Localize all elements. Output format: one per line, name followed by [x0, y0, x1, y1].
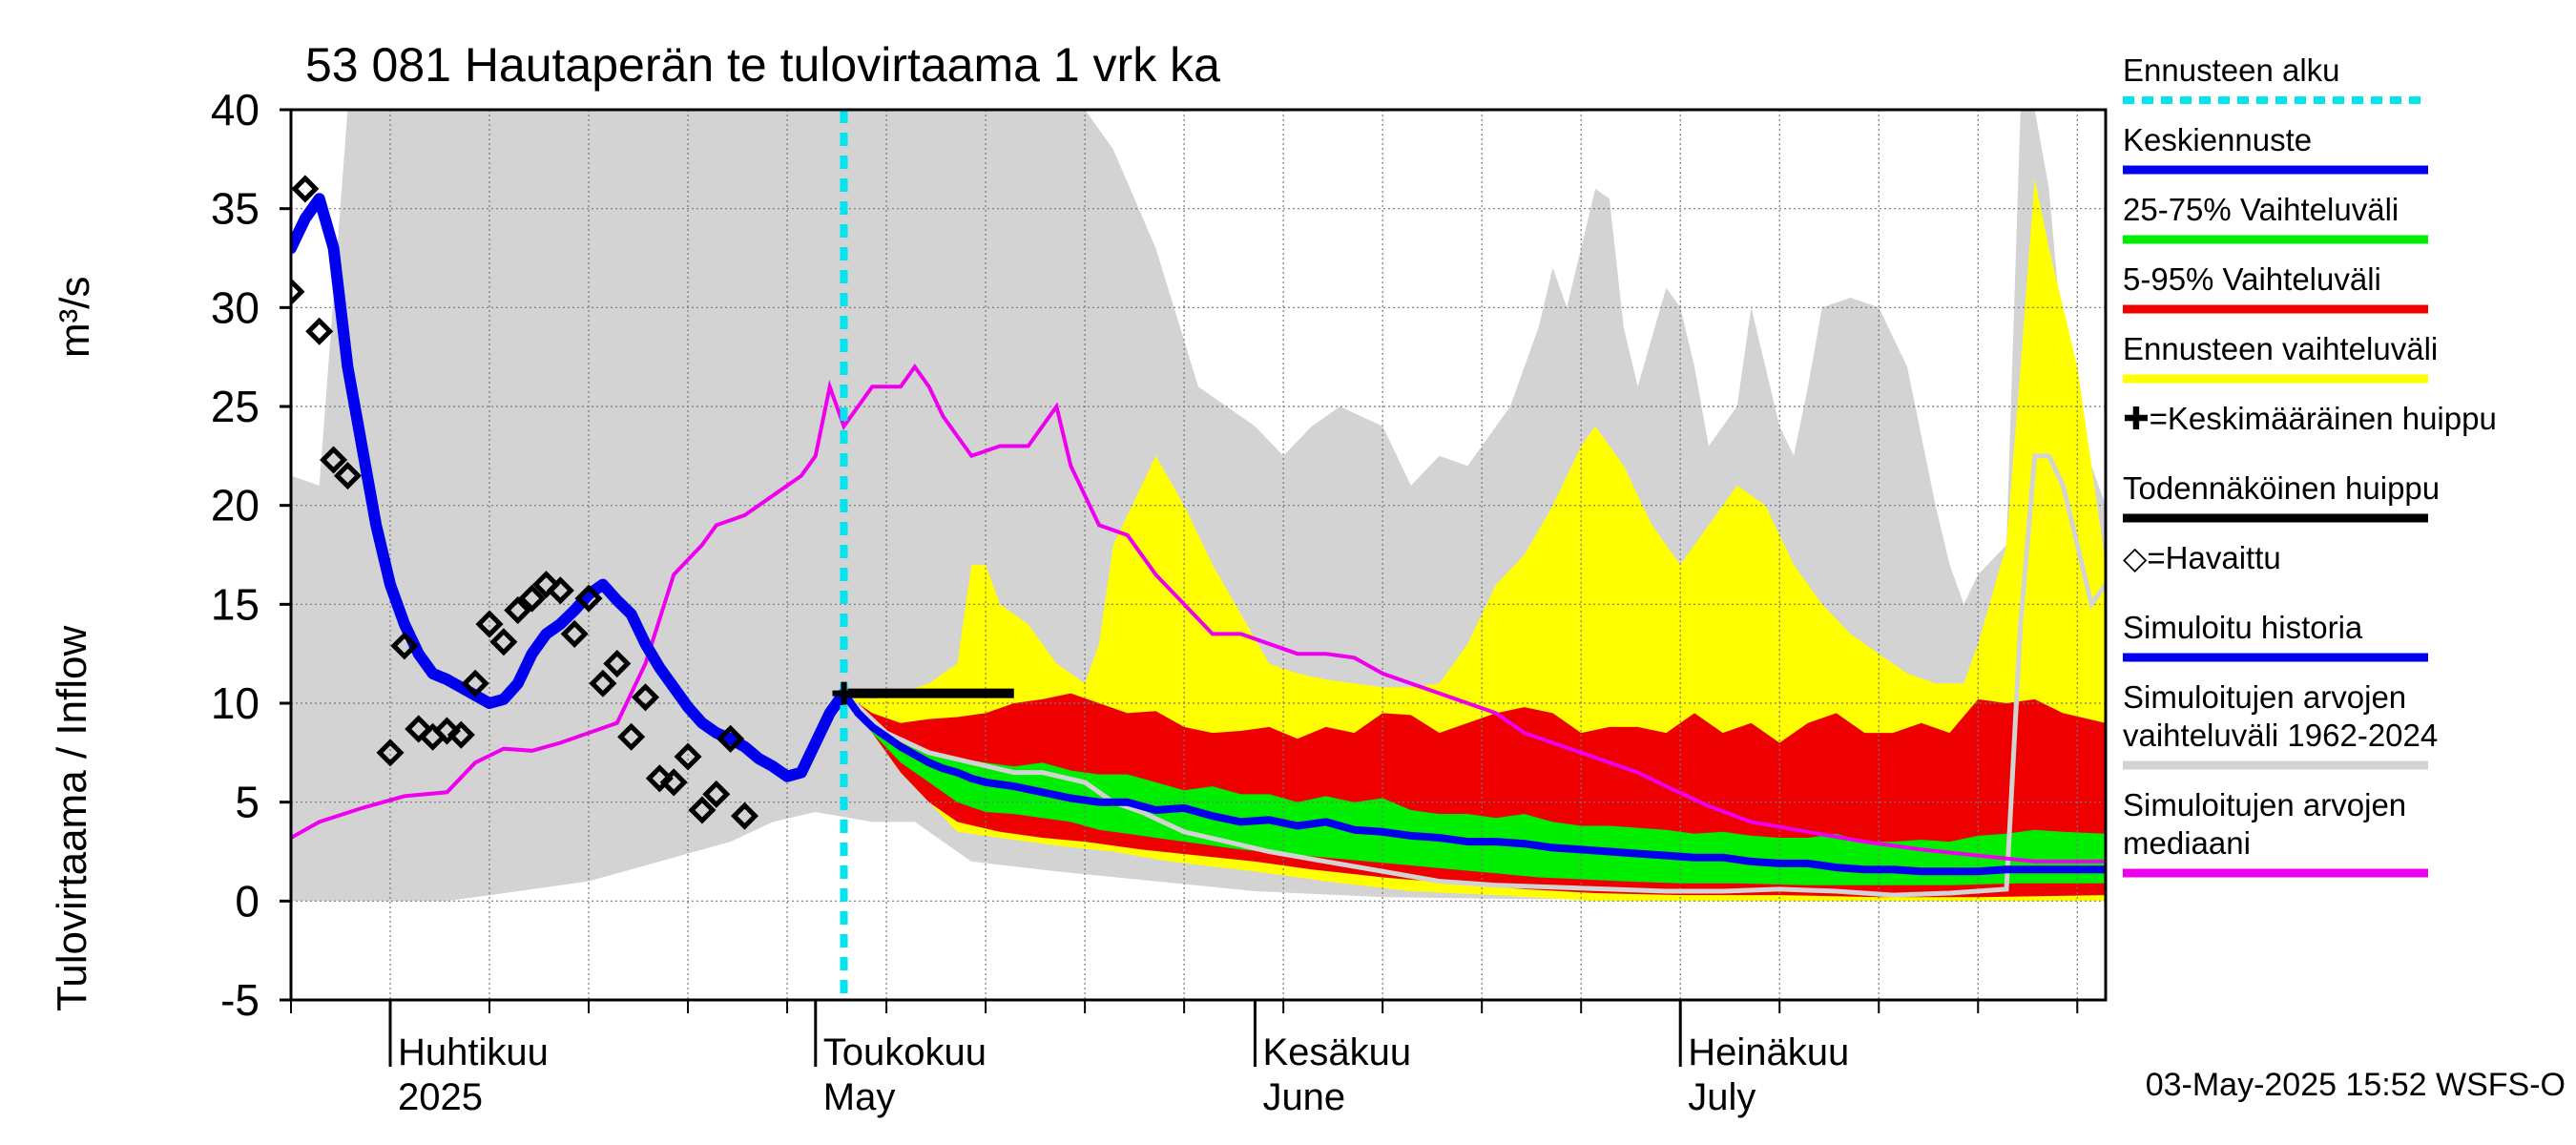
plot-frame: [289, 108, 2108, 1002]
observed-point: [603, 649, 632, 678]
observed-point: [320, 446, 348, 474]
y-tick-label: -5: [220, 975, 260, 1025]
y-tick-label: 25: [211, 382, 260, 431]
plot-series-group: [291, 110, 2106, 1000]
x-month-label-en: May: [823, 1076, 896, 1118]
legend-item-label: Simuloitu historia: [2123, 610, 2363, 645]
mean-forecast-line: [841, 691, 2106, 876]
y-axis-label: Tulovirtaama / Inflow: [49, 625, 95, 1011]
x-month-label-fi: Huhtikuu: [398, 1031, 549, 1073]
observed-point: [461, 669, 489, 697]
chart-title: 53 081 Hautaperän te tulovirtaama 1 vrk …: [305, 38, 1220, 92]
observed-point: [518, 584, 547, 613]
observed-point: [489, 628, 518, 656]
x-month-label-fi: Kesäkuu: [1262, 1031, 1411, 1073]
observed-point: [574, 584, 603, 613]
observed-point: [447, 720, 475, 749]
legend-item-label: ✚=Keskimääräinen huippu: [2123, 401, 2497, 436]
y-tick-label: 40: [211, 85, 260, 135]
observed-point: [546, 576, 574, 605]
legend-item-label: vaihteluväli 1962-2024: [2123, 718, 2438, 753]
y-tick-label: 0: [235, 876, 260, 926]
history-low-line: [841, 453, 2106, 898]
y-tick-label: 10: [211, 678, 260, 728]
observed-point: [589, 669, 617, 697]
observed-point: [504, 596, 532, 625]
x-month-label-fi: Heinäkuu: [1688, 1031, 1849, 1073]
y-tick-label: 5: [235, 778, 260, 827]
p25-75-band: [843, 693, 2106, 885]
legend: Ennusteen alku Keskiennuste 25-75% Vaihtel…: [2123, 52, 2497, 878]
legend-item-label: Todennäköinen huippu: [2123, 470, 2440, 506]
observed-point: [405, 715, 433, 743]
legend-item-label: 25-75% Vaihteluväli: [2123, 192, 2399, 227]
observed-point: [376, 739, 405, 767]
observed-point: [631, 683, 660, 712]
y-axis-unit: m³/s: [52, 276, 98, 358]
observed-point: [688, 796, 717, 824]
x-month-label-fi: Toukokuu: [823, 1031, 987, 1073]
observed-point: [617, 722, 646, 751]
y-tick-label: 30: [211, 282, 260, 332]
y-axis-ticks: -5 0 5 10 15 20 25 30 35 40: [211, 85, 291, 1025]
simulated-history-line: [291, 193, 850, 782]
observed-point: [560, 619, 589, 648]
plot-area: [289, 108, 2108, 1002]
observed-point: [291, 175, 320, 203]
observed-point: [305, 317, 334, 345]
y-tick-label: 15: [211, 579, 260, 629]
observed-point: [645, 764, 674, 793]
observed-point: [390, 632, 419, 660]
legend-item-label: mediaani: [2123, 825, 2251, 861]
observed-point: [730, 802, 759, 830]
observed-point: [531, 571, 561, 599]
legend-item-label: Simuloitujen arvojen: [2123, 679, 2406, 715]
observed-point: [717, 724, 745, 753]
median-line: [291, 364, 2106, 864]
legend-item-label: Keskiennuste: [2123, 122, 2312, 157]
observed-point: [291, 278, 305, 306]
timestamp-label: 03-May-2025 15:52 WSFS-O: [2146, 1067, 2566, 1103]
legend-item-label: ◇=Havaittu: [2123, 540, 2281, 575]
legend-item-label: Ennusteen alku: [2123, 52, 2340, 88]
y-tick-label: 20: [211, 481, 260, 531]
y-tick-label: 35: [211, 184, 260, 234]
observed-point: [659, 768, 688, 797]
observed-point: [702, 780, 731, 808]
observed-point: [674, 742, 702, 771]
x-month-label-en: July: [1688, 1076, 1755, 1118]
x-month-label-en: 2025: [398, 1076, 483, 1118]
observed-point: [333, 462, 362, 490]
legend-item-label: Ennusteen vaihteluväli: [2123, 331, 2438, 366]
x-month-label-en: June: [1262, 1076, 1345, 1118]
legend-item-label: 5-95% Vaihteluväli: [2123, 261, 2381, 297]
legend-item-label: Simuloitujen arvojen: [2123, 787, 2406, 822]
observed-point: [475, 610, 504, 638]
observed-point: [432, 717, 461, 745]
